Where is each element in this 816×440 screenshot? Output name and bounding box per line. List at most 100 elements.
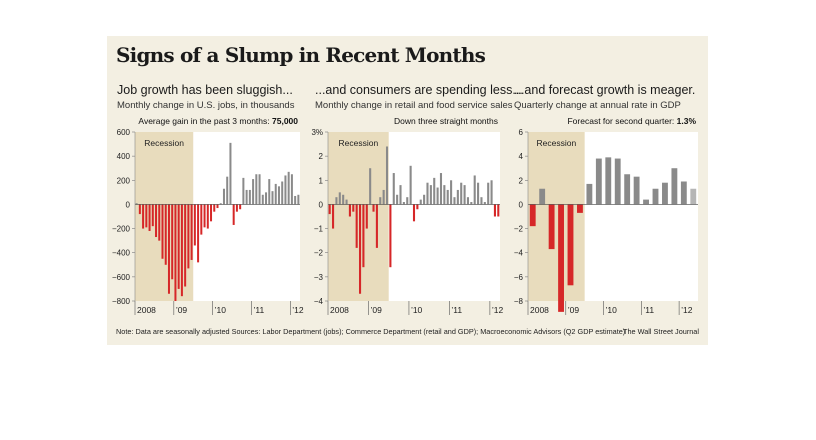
panel-2-ytick-label: 2 bbox=[319, 152, 324, 161]
panel-2-bar bbox=[382, 189, 385, 205]
panel-2-xtick-label: 2008 bbox=[330, 305, 349, 315]
panel-2-ytick-label: 1 bbox=[319, 176, 324, 185]
panel-2-bar bbox=[335, 197, 338, 205]
panel-1-bar bbox=[226, 176, 229, 205]
graphic-title: Signs of a Slump in Recent Months bbox=[116, 43, 486, 67]
panel-2-bar bbox=[412, 204, 416, 222]
panel-1-bar bbox=[274, 183, 277, 205]
panel-2-recession-shade bbox=[328, 132, 389, 301]
panel-3-ytick-label: −2 bbox=[514, 225, 524, 234]
panel-2-bar bbox=[473, 175, 476, 205]
panel-2-recession-label: Recession bbox=[339, 138, 379, 148]
panel-3-bar bbox=[643, 199, 649, 205]
panel-1-bar bbox=[252, 179, 255, 205]
panel-1-bar bbox=[284, 175, 287, 205]
panel-3-ytick-label: −8 bbox=[514, 297, 524, 306]
panel-1-bar bbox=[265, 192, 268, 205]
panel-1-bar bbox=[235, 204, 238, 212]
panel-3-xtick-label: ’11 bbox=[643, 305, 654, 315]
panel-1-bar bbox=[281, 181, 284, 205]
panel-2-bar bbox=[396, 194, 399, 205]
panel-2-bar bbox=[443, 185, 446, 205]
panel-1-bar bbox=[197, 204, 200, 263]
panel-1-ytick-label: 600 bbox=[117, 128, 131, 137]
credit: The Wall Street Journal bbox=[623, 327, 699, 336]
panel-3-bar bbox=[662, 182, 668, 205]
panel-2-ytick-label: 0 bbox=[319, 200, 324, 209]
panel-2-bar bbox=[399, 185, 402, 205]
panel-3-bar bbox=[624, 174, 631, 205]
panel-1-bar bbox=[239, 204, 242, 210]
panel-3-bar bbox=[680, 181, 687, 205]
panel-3-annotation-value: 1.3% bbox=[677, 116, 697, 126]
panel-2-bar bbox=[456, 189, 459, 205]
panel-2-bar bbox=[487, 182, 490, 205]
panel-1-bar bbox=[155, 204, 158, 238]
panel-3-annotation-text: Forecast for second quarter: bbox=[567, 116, 676, 126]
panel-1-bar bbox=[187, 204, 190, 269]
panel-1-bar bbox=[167, 204, 170, 294]
panel-1-bar bbox=[193, 204, 196, 246]
panel-2-bar bbox=[460, 182, 463, 205]
panel-3-bar bbox=[577, 204, 583, 213]
panel-2-bar bbox=[419, 199, 422, 205]
panel-1-bar bbox=[294, 195, 297, 205]
panel-3-bar bbox=[539, 188, 546, 205]
panel-1-xtick-label: ’10 bbox=[215, 305, 227, 315]
panel-1-bar bbox=[290, 174, 293, 205]
panel-3-bar bbox=[614, 158, 621, 205]
panel-3-ytick-label: −6 bbox=[514, 273, 524, 282]
panel-1-bar bbox=[219, 203, 222, 205]
panel-1-bar bbox=[271, 191, 274, 205]
panel-3-bar bbox=[671, 168, 678, 205]
panel-1-bar bbox=[258, 174, 261, 205]
panel-3-subtitle: Quarterly change at annual rate in GDP bbox=[514, 100, 681, 111]
panel-1-bar bbox=[203, 204, 206, 228]
panel-3-bar bbox=[605, 157, 612, 205]
panel-1-bar bbox=[145, 204, 148, 228]
panel-1-bar bbox=[287, 171, 290, 205]
panel-3-bar bbox=[548, 204, 555, 250]
panel-1-bar bbox=[151, 204, 154, 227]
panel-3-bar bbox=[586, 183, 593, 205]
panel-1-bar bbox=[229, 142, 232, 205]
panel-1-bar bbox=[180, 204, 183, 297]
panel-2-bar bbox=[477, 182, 480, 205]
panel-2-bar bbox=[392, 173, 395, 205]
panel-2-bar bbox=[453, 197, 456, 205]
panel-2-bar bbox=[358, 204, 362, 294]
panel-1-bar bbox=[206, 204, 209, 229]
panel-1-bar bbox=[148, 204, 151, 231]
panel-2-xtick-label: ’11 bbox=[451, 305, 462, 315]
panel-1-bar bbox=[164, 204, 167, 265]
panel-1-ytick-label: 400 bbox=[117, 152, 131, 161]
panel-2-ytick-label: −1 bbox=[314, 225, 324, 234]
panel-3-ytick-label: 6 bbox=[519, 128, 524, 137]
panel-3-bar bbox=[529, 204, 536, 227]
panel-2-bar bbox=[470, 202, 473, 205]
panel-2-xtick-label: ’10 bbox=[411, 305, 423, 315]
panel-2-ytick-label: 3% bbox=[311, 128, 323, 137]
panel-2-bar bbox=[416, 204, 419, 210]
panel-2-bar bbox=[429, 185, 432, 205]
panel-1-ytick-label: −600 bbox=[112, 273, 131, 282]
panel-1-bar bbox=[138, 204, 141, 215]
panel-2-bar bbox=[463, 185, 466, 205]
panel-1-xtick-label: ’11 bbox=[253, 305, 264, 315]
panel-2-bar bbox=[338, 192, 341, 205]
panel-1-title: Job growth has been sluggish... bbox=[117, 83, 293, 97]
panel-2-bar bbox=[439, 173, 443, 205]
panel-3-xtick-label: 2008 bbox=[530, 305, 549, 315]
panel-2-bar bbox=[490, 180, 493, 205]
panel-1-annotation-value: 75,000 bbox=[272, 116, 298, 126]
panel-1-bar bbox=[171, 204, 174, 280]
panel-3-xtick-label: ’12 bbox=[681, 305, 693, 315]
panel-3-annotation: Forecast for second quarter: 1.3% bbox=[567, 116, 696, 126]
panel-1-ytick-label: −400 bbox=[112, 249, 131, 258]
panel-2-title: ...and consumers are spending less... bbox=[315, 83, 523, 97]
panel-1-bar bbox=[245, 189, 248, 205]
panel-1-ytick-label: 200 bbox=[117, 176, 131, 185]
panel-1-bar bbox=[268, 179, 271, 205]
panel-1-bar bbox=[242, 177, 245, 205]
panel-2-subtitle: Monthly change in retail and food servic… bbox=[315, 100, 513, 111]
